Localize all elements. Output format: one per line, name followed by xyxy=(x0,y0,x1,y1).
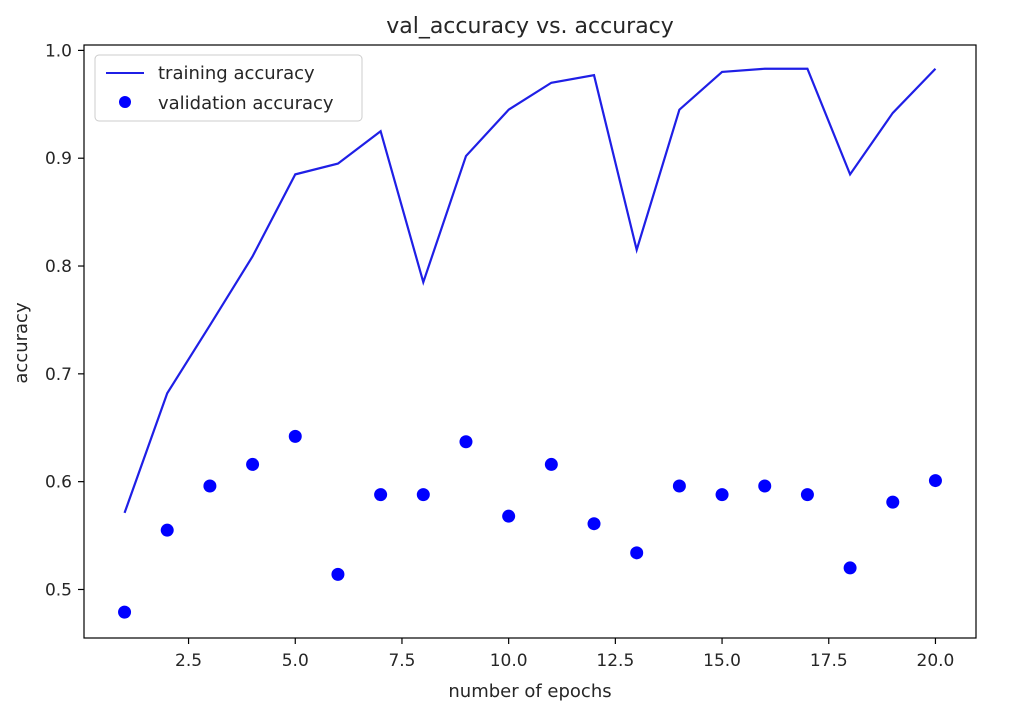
x-tick-label: 2.5 xyxy=(175,651,202,671)
data-point-validation-accuracy xyxy=(715,488,729,502)
x-axis-label: number of epochs xyxy=(448,681,611,702)
y-tick-label: 1.0 xyxy=(45,41,72,61)
data-point-validation-accuracy xyxy=(800,488,814,502)
data-point-validation-accuracy xyxy=(288,429,302,443)
data-point-validation-accuracy xyxy=(672,479,686,493)
data-point-validation-accuracy xyxy=(246,457,260,471)
data-point-validation-accuracy xyxy=(459,435,473,449)
data-point-validation-accuracy xyxy=(502,509,516,523)
data-point-validation-accuracy xyxy=(118,605,132,619)
x-tick-label: 12.5 xyxy=(596,651,634,671)
legend-label-training: training accuracy xyxy=(158,63,315,84)
data-point-validation-accuracy xyxy=(331,567,345,581)
x-axis: 2.5 5.0 7.5 10.0 12.5 15.0 17.5 20.0 xyxy=(175,638,954,671)
x-tick-label: 7.5 xyxy=(388,651,415,671)
chart-title: val_accuracy vs. accuracy xyxy=(386,14,674,39)
x-tick-label: 17.5 xyxy=(810,651,848,671)
data-point-validation-accuracy xyxy=(928,474,942,488)
data-point-validation-accuracy xyxy=(587,517,601,531)
legend-swatch-validation xyxy=(119,96,131,108)
data-point-validation-accuracy xyxy=(544,457,558,471)
data-point-validation-accuracy xyxy=(374,488,388,502)
series-layer xyxy=(118,67,942,619)
data-point-validation-accuracy xyxy=(203,479,217,493)
x-tick-label: 10.0 xyxy=(490,651,528,671)
y-tick-label: 0.6 xyxy=(45,473,72,493)
y-axis: 0.5 0.6 0.7 0.8 0.9 1.0 xyxy=(45,41,84,600)
data-point-validation-accuracy xyxy=(630,546,644,560)
legend: training accuracy validation accuracy xyxy=(94,54,363,122)
x-tick-label: 15.0 xyxy=(703,651,741,671)
y-tick-label: 0.5 xyxy=(45,580,72,600)
legend-label-validation: validation accuracy xyxy=(158,93,334,114)
data-point-validation-accuracy xyxy=(416,488,430,502)
y-axis-label: accuracy xyxy=(11,302,32,384)
data-point-validation-accuracy xyxy=(160,523,174,537)
data-point-validation-accuracy xyxy=(843,561,857,575)
x-tick-label: 20.0 xyxy=(917,651,955,671)
data-point-validation-accuracy xyxy=(886,495,900,509)
legend-box xyxy=(94,54,363,122)
axes-frame xyxy=(83,44,977,639)
y-tick-label: 0.7 xyxy=(45,365,72,385)
data-point-validation-accuracy xyxy=(758,479,772,493)
series-line-training-accuracy xyxy=(123,67,937,514)
y-tick-label: 0.8 xyxy=(45,257,72,277)
y-tick-label: 0.9 xyxy=(45,149,72,169)
x-tick-label: 5.0 xyxy=(282,651,309,671)
